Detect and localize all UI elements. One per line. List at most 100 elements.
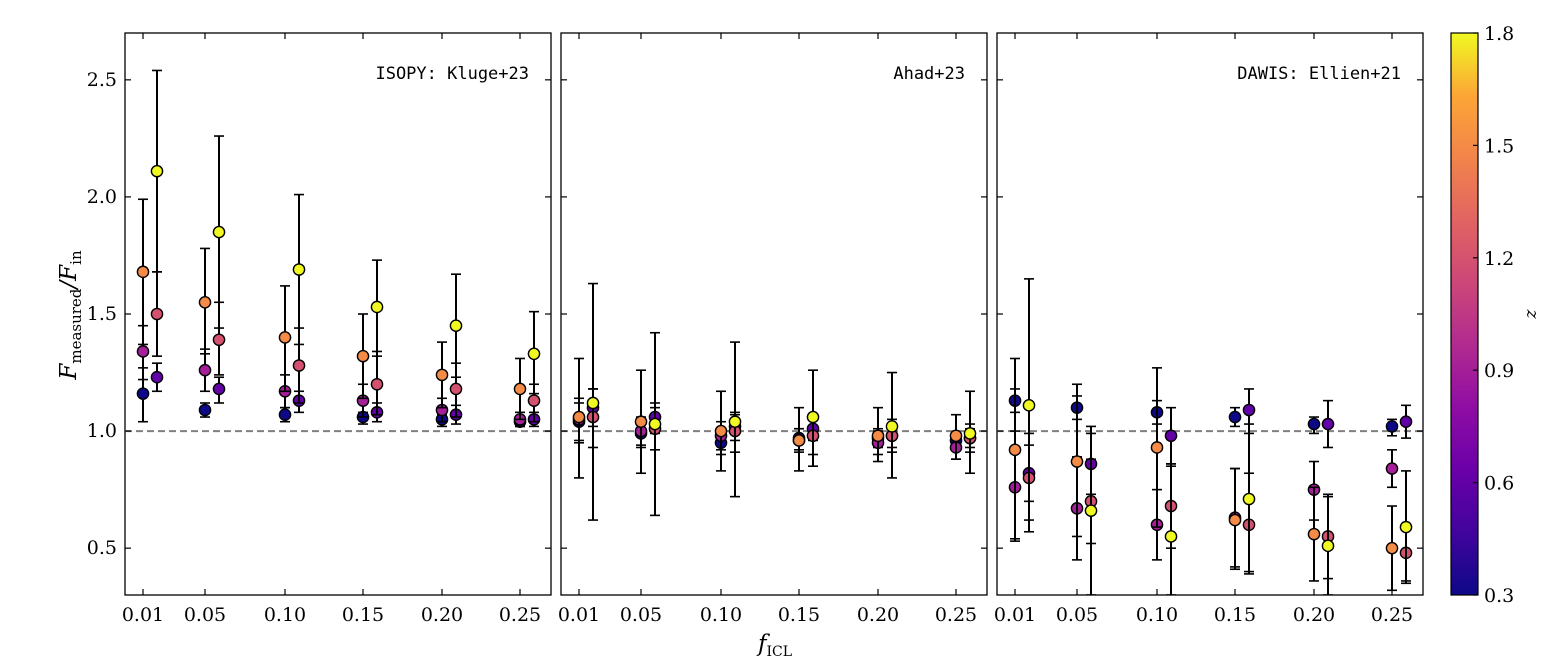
- colorbar-gradient: [1450, 32, 1479, 596]
- data-point: [136, 265, 150, 279]
- data-point: [1385, 420, 1399, 433]
- x-tick-label: 0.20: [421, 604, 463, 626]
- panel-3: 0.01 0.05 0.10 0.15 0.20 0.25 DAWIS: Ellien+21: [994, 32, 1424, 626]
- x-tick-label: 0.15: [1214, 604, 1256, 626]
- x-tick-label: 0.01: [558, 604, 600, 626]
- data-point: [871, 429, 885, 443]
- colorbar-tick-label: 1.5: [1484, 135, 1514, 157]
- data-point: [150, 307, 164, 321]
- y-axis-label: Fmeasured/Fin: [56, 250, 85, 381]
- data-point: [1242, 492, 1256, 506]
- x-label-subscript: ICL: [766, 644, 792, 660]
- data-point: [1307, 417, 1321, 431]
- panel-title: DAWIS: Ellien+21: [1237, 64, 1401, 84]
- y-tick-label: 2.0: [87, 186, 117, 208]
- x-tick-label: 0.05: [184, 604, 226, 626]
- data-point: [1150, 441, 1164, 454]
- data-point: [435, 368, 449, 382]
- data-point: [212, 333, 226, 347]
- panel-title: ISOPY: Kluge+23: [375, 64, 529, 84]
- data-point: [198, 295, 212, 309]
- x-tick-label: 0.10: [700, 604, 742, 626]
- data-point: [1399, 520, 1413, 534]
- data-point: [370, 377, 384, 391]
- data-point: [513, 382, 527, 396]
- x-tick-label: 0.10: [1136, 604, 1178, 626]
- data-point: [714, 424, 728, 438]
- data-point: [1084, 504, 1098, 518]
- data-point: [806, 410, 820, 424]
- y-label-subscript: measured: [67, 288, 85, 363]
- x-tick-label: 0.15: [778, 604, 820, 626]
- data-point: [278, 331, 292, 344]
- data-point: [1022, 399, 1036, 412]
- data-point: [792, 434, 806, 447]
- x-tick-label: 0.05: [1056, 604, 1098, 626]
- data-point: [634, 415, 648, 429]
- panel-frame: [560, 32, 988, 596]
- panel-2: 0.01 0.05 0.10 0.15 0.20 0.25 Ahad+23: [558, 32, 988, 626]
- x-tick-label: 0.20: [857, 604, 899, 626]
- data-point: [1070, 455, 1084, 468]
- data-point: [449, 382, 463, 396]
- data-point: [728, 415, 742, 429]
- data-point: [370, 300, 384, 314]
- data-point: [1321, 539, 1335, 553]
- data-point: [1385, 462, 1399, 475]
- data-point: [1399, 415, 1413, 429]
- y-tick-label: 2.5: [87, 69, 117, 91]
- x-tick-label: 0.10: [264, 604, 306, 626]
- colorbar-tick-label: 1.8: [1484, 23, 1514, 45]
- data-point: [150, 164, 164, 178]
- panel-frame: [996, 32, 1424, 596]
- data-point: [136, 387, 150, 400]
- x-tick-label: 0.20: [1293, 604, 1335, 626]
- y-tick-label: 1.0: [87, 420, 117, 442]
- x-axis-label: fICL: [756, 631, 792, 660]
- data-point: [356, 349, 370, 363]
- data-point: [1385, 541, 1399, 555]
- data-point: [212, 382, 226, 396]
- data-points: [136, 69, 541, 429]
- x-tick-label: 0.25: [935, 604, 977, 626]
- y-label-subscript: in: [67, 250, 85, 265]
- x-tick-label: 0.15: [342, 604, 384, 626]
- y-label-part: F: [56, 363, 82, 381]
- data-point: [212, 225, 226, 239]
- x-tick-label: 0.05: [620, 604, 662, 626]
- data-point: [278, 408, 292, 421]
- panel-frame: [124, 32, 552, 596]
- data-point: [136, 345, 150, 358]
- y-label-part: /F: [56, 264, 82, 291]
- data-point: [572, 410, 586, 424]
- panel-1: 0.5 1.0 1.5 2.0 2.5 0.01 0.05 0.10 0.15 0.20 0.25 I…: [87, 32, 552, 626]
- data-point: [1228, 513, 1242, 527]
- x-tick-label: 0.01: [994, 604, 1036, 626]
- data-point: [1321, 417, 1335, 431]
- data-point: [586, 396, 600, 410]
- x-tick-label: 0.25: [1371, 604, 1413, 626]
- data-point: [1164, 429, 1178, 443]
- data-point: [949, 429, 963, 443]
- colorbar: 0.3 0.6 0.9 1.2 1.5 1.8 z: [1450, 23, 1541, 607]
- colorbar-tick-label: 0.6: [1484, 473, 1514, 495]
- y-tick-label: 0.5: [87, 537, 117, 559]
- data-point: [1228, 410, 1242, 424]
- data-point: [1242, 403, 1256, 417]
- data-point: [150, 370, 164, 384]
- data-point: [1307, 527, 1321, 541]
- data-points: [1008, 278, 1413, 595]
- data-point: [292, 263, 306, 276]
- data-point: [1008, 443, 1022, 457]
- panels-layer: 0.5 1.0 1.5 2.0 2.5 0.01 0.05 0.10 0.15 0.20 0.25 I…: [87, 32, 1424, 626]
- colorbar-label: z: [1521, 308, 1541, 319]
- data-point: [648, 417, 662, 431]
- data-point: [885, 420, 899, 433]
- x-tick-label: 0.25: [499, 604, 541, 626]
- data-point: [198, 363, 212, 377]
- colorbar-tick-label: 0.3: [1484, 585, 1514, 607]
- data-point: [963, 427, 977, 440]
- data-point: [527, 394, 541, 407]
- colorbar-tick-label: 0.9: [1484, 360, 1514, 382]
